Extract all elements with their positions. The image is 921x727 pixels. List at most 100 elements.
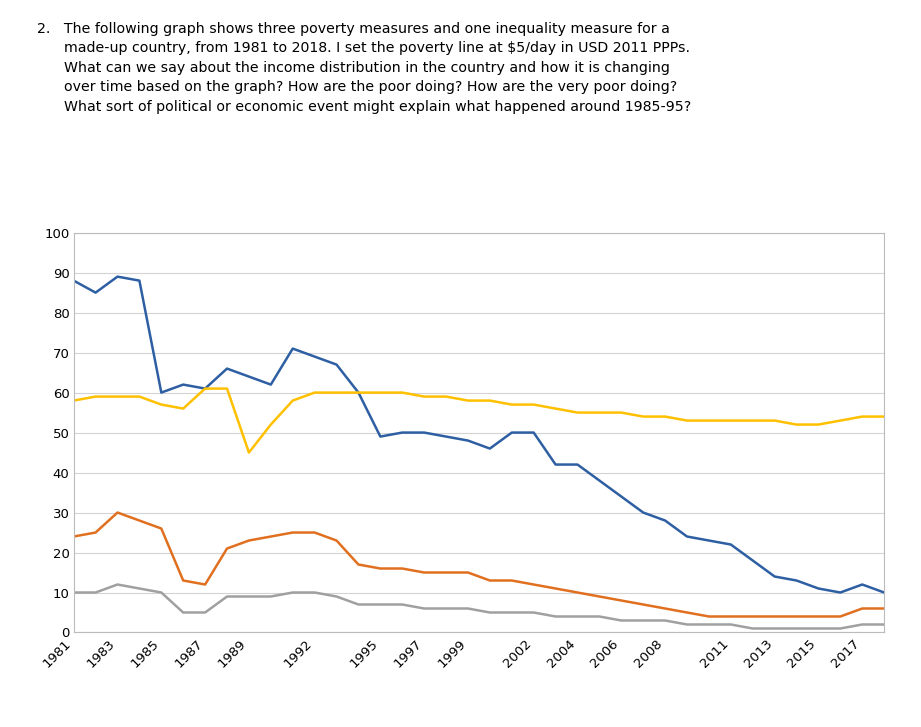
Gini [704,416,715,425]
Gini [309,388,321,397]
Gini [659,412,670,421]
Squared PGI [265,592,276,601]
Gini [616,409,627,417]
Headcount index [178,380,189,389]
Squared PGI [221,592,232,601]
Gini [397,388,408,397]
Headcount index [156,388,167,397]
Squared PGI [659,616,670,624]
Squared PGI [550,612,561,621]
PGI [616,596,627,605]
PGI [879,604,890,613]
Squared PGI [90,588,101,597]
Squared PGI [791,624,802,632]
Gini [594,409,605,417]
Headcount index [704,537,715,545]
Headcount index [726,540,737,549]
PGI [813,612,824,621]
Headcount index [397,428,408,437]
Headcount index [834,588,845,597]
PGI [353,560,364,569]
Headcount index [659,516,670,525]
Gini [178,404,189,413]
Headcount index [594,476,605,485]
Headcount index [616,492,627,501]
PGI [550,585,561,593]
Gini [375,388,386,397]
PGI [659,604,670,613]
Gini [287,396,298,405]
PGI [68,532,79,541]
PGI [747,612,758,621]
Headcount index [265,380,276,389]
Headcount index [637,508,648,517]
PGI [769,612,780,621]
Gini [112,392,123,401]
Gini [813,420,824,429]
Squared PGI [637,616,648,624]
PGI [507,576,518,585]
Squared PGI [309,588,321,597]
PGI [791,612,802,621]
Squared PGI [397,601,408,609]
PGI [90,528,101,537]
Gini [747,416,758,425]
Squared PGI [704,620,715,629]
Squared PGI [528,608,539,616]
Squared PGI [331,592,342,601]
Squared PGI [682,620,693,629]
Squared PGI [156,588,167,597]
PGI [726,612,737,621]
Gini [462,396,473,405]
Headcount index [857,580,868,589]
PGI [243,537,254,545]
Headcount index [309,353,321,361]
Gini [90,392,101,401]
Headcount index [375,432,386,441]
PGI [834,612,845,621]
Gini [507,400,518,409]
Headcount index [243,372,254,381]
PGI [857,604,868,613]
Headcount index [200,384,211,393]
Gini [528,400,539,409]
Headcount index [879,588,890,597]
Squared PGI [857,620,868,629]
Squared PGI [419,604,430,613]
Text: 2.   The following graph shows three poverty measures and one inequality measure: 2. The following graph shows three pover… [37,22,691,114]
Line: Gini: Gini [74,388,884,452]
Squared PGI [726,620,737,629]
Headcount index [813,585,824,593]
Gini [857,412,868,421]
PGI [528,580,539,589]
Squared PGI [178,608,189,616]
PGI [484,576,495,585]
Line: PGI: PGI [74,513,884,616]
Squared PGI [68,588,79,597]
Gini [440,392,451,401]
Headcount index [528,428,539,437]
Gini [68,396,79,405]
Headcount index [221,364,232,373]
Gini [726,416,737,425]
PGI [375,564,386,573]
Gini [134,392,145,401]
Gini [353,388,364,397]
Squared PGI [134,585,145,593]
PGI [331,537,342,545]
Headcount index [747,556,758,565]
Headcount index [507,428,518,437]
PGI [112,508,123,517]
Gini [243,448,254,457]
Gini [200,384,211,393]
Squared PGI [507,608,518,616]
Gini [682,416,693,425]
Gini [572,409,583,417]
Headcount index [90,288,101,297]
Squared PGI [594,612,605,621]
PGI [572,588,583,597]
Headcount index [440,432,451,441]
PGI [287,528,298,537]
Squared PGI [834,624,845,632]
Squared PGI [440,604,451,613]
